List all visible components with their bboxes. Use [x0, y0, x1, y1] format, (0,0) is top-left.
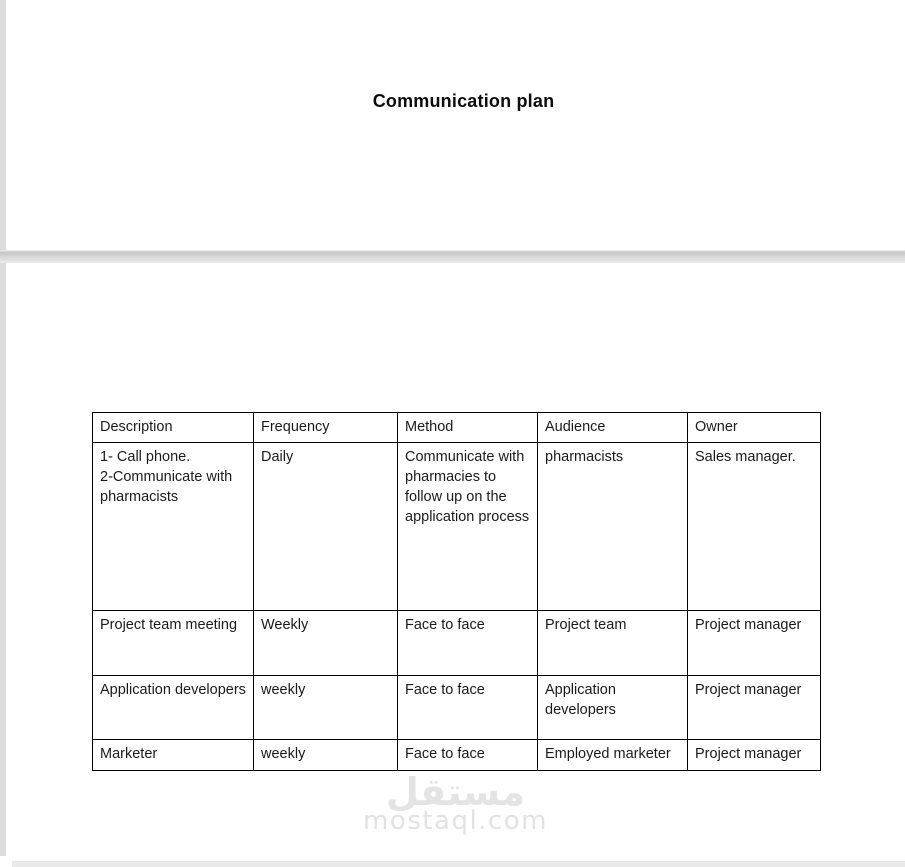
cell-frequency: Daily — [253, 442, 398, 611]
table-header-row: Description Frequency Method Audience Ow… — [92, 412, 821, 443]
cell-method: Face to face — [397, 675, 538, 740]
cell-method: Communicate with pharmacies to follow up… — [397, 442, 538, 611]
viewport-left-margin — [0, 0, 6, 856]
column-header-audience: Audience — [537, 412, 688, 443]
column-header-frequency: Frequency — [253, 412, 398, 443]
mostaql-watermark: مستقل mostaql.com — [6, 770, 905, 836]
mostaql-logo-arabic: مستقل — [386, 770, 525, 814]
cell-owner: Project manager — [687, 610, 821, 676]
document-page-1: Communication plan — [6, 0, 905, 250]
cell-frequency: weekly — [253, 739, 398, 771]
cell-owner: Sales manager. — [687, 442, 821, 611]
column-header-description: Description — [92, 412, 254, 443]
cell-frequency: Weekly — [253, 610, 398, 676]
mostaql-domain-text: mostaql.com — [363, 806, 548, 836]
cell-method: Face to face — [397, 739, 538, 771]
cell-description: Application developers — [92, 675, 254, 740]
table-row: Marketer weekly Face to face Employed ma… — [92, 739, 821, 771]
cell-audience: Employed marketer — [537, 739, 688, 771]
cell-description: 1- Call phone. 2-Communicate with pharma… — [92, 442, 254, 611]
document-page-2: Description Frequency Method Audience Ow… — [6, 263, 905, 861]
cell-audience: pharmacists — [537, 442, 688, 611]
page-break-gap — [0, 250, 905, 263]
cell-description: Marketer — [92, 739, 254, 771]
document-title: Communication plan — [372, 91, 555, 111]
cell-audience: Project team — [537, 610, 688, 676]
viewport-bottom-edge — [12, 861, 905, 867]
cell-frequency: weekly — [253, 675, 398, 740]
column-header-method: Method — [397, 412, 538, 443]
cell-owner: Project manager — [687, 675, 821, 740]
table-row: Application developers weekly Face to fa… — [92, 675, 821, 740]
cell-audience: Application developers — [537, 675, 688, 740]
communication-plan-table: Description Frequency Method Audience Ow… — [92, 412, 821, 771]
cell-owner: Project manager — [687, 739, 821, 771]
table-row: 1- Call phone. 2-Communicate with pharma… — [92, 442, 821, 611]
column-header-owner: Owner — [687, 412, 821, 443]
table-row: Project team meeting Weekly Face to face… — [92, 610, 821, 676]
cell-description: Project team meeting — [92, 610, 254, 676]
cell-method: Face to face — [397, 610, 538, 676]
